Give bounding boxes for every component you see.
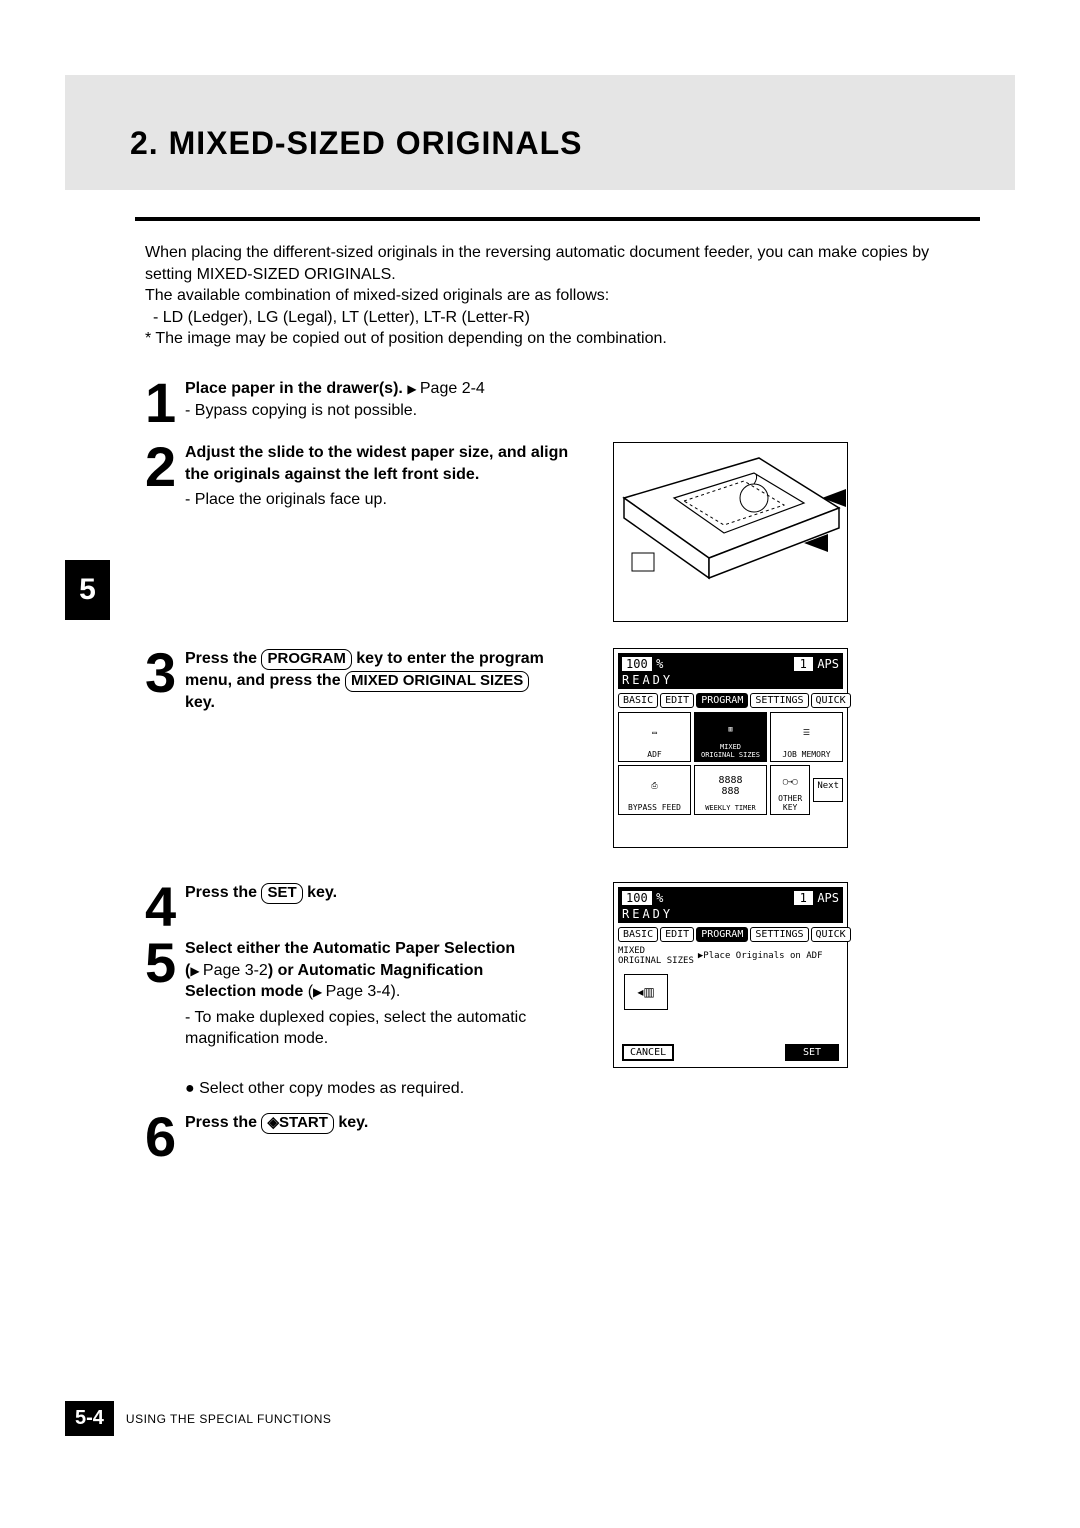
lcd-cell-bypass: ⎙BYPASS FEED xyxy=(618,765,691,815)
lcd-zoom: 100 xyxy=(622,891,652,905)
lcd-set-button: SET xyxy=(785,1044,839,1061)
step-text: key to enter the program xyxy=(352,650,544,667)
lcd-count: 1 xyxy=(794,657,813,671)
step-4: 4 Press the SET key. xyxy=(145,882,605,904)
section-tab: 5 xyxy=(65,560,110,620)
step-text: ( xyxy=(303,983,313,1000)
start-key: ◈START xyxy=(261,1113,333,1134)
page-ref: Page 2-4 xyxy=(407,380,485,397)
intro-line: - LD (Ledger), LG (Legal), LT (Letter), … xyxy=(153,307,975,329)
step-1: 1 Place paper in the drawer(s). Page 2-4… xyxy=(145,378,745,421)
footer-caption: USING THE SPECIAL FUNCTIONS xyxy=(126,1412,332,1426)
step-text: Press the xyxy=(185,1114,261,1131)
lcd-ready: READY xyxy=(622,673,839,687)
intro-line: When placing the different-sized origina… xyxy=(145,242,975,285)
lcd-tab-program: PROGRAM xyxy=(696,927,748,942)
step-text: Press the xyxy=(185,884,261,901)
lcd-mixed-icon: ◂▥ xyxy=(624,974,668,1010)
intro-line: The available combination of mixed-sized… xyxy=(145,285,975,307)
lcd-tab-settings: SETTINGS xyxy=(750,693,808,708)
adf-svg xyxy=(614,443,849,623)
step-bold-text: Selection mode xyxy=(185,983,303,1000)
lcd-mixed-label: MIXED ORIGINAL SIZES xyxy=(618,946,694,966)
lcd-tabs: BASIC EDIT PROGRAM SETTINGS QUICK xyxy=(618,693,843,708)
set-key: SET xyxy=(261,883,302,904)
step-number: 1 xyxy=(145,378,176,428)
step-text: menu, and press the xyxy=(185,672,345,689)
step-text: key. xyxy=(334,1114,368,1131)
step-number: 4 xyxy=(145,882,176,932)
step-note: - Place the originals face up. xyxy=(185,489,605,511)
lcd-tab-quick: QUICK xyxy=(811,927,851,942)
lcd-tab-program: PROGRAM xyxy=(696,693,748,708)
step-text: ). xyxy=(391,983,401,1000)
page-title: 2. MIXED-SIZED ORIGINALS xyxy=(130,125,1015,162)
lcd-tab-quick: QUICK xyxy=(811,693,851,708)
lcd-tab-basic: BASIC xyxy=(618,693,658,708)
lcd-next-button: Next xyxy=(813,778,843,802)
intro-note: * The image may be copied out of positio… xyxy=(145,328,975,350)
footer-page-number: 5-4 xyxy=(65,1401,114,1436)
adf-diagram xyxy=(613,442,848,622)
lcd-cancel-button: CANCEL xyxy=(622,1044,674,1061)
program-key: PROGRAM xyxy=(261,649,351,670)
step-text: ) xyxy=(268,962,278,979)
lcd-tab-settings: SETTINGS xyxy=(750,927,808,942)
step-bold-text: or Automatic Magnification xyxy=(278,962,484,979)
lcd-panel-mixed: 100 % 1 APS READY BASIC EDIT PROGRAM SET… xyxy=(613,882,848,1068)
step-6: 6 Press the ◈START key. xyxy=(145,1112,605,1134)
lcd-msg: ▶Place Originals on ADF xyxy=(698,951,823,961)
lcd-tab-basic: BASIC xyxy=(618,927,658,942)
step-note: - Bypass copying is not possible. xyxy=(185,400,745,422)
lcd-cell-adf: ▭ADF xyxy=(618,712,691,762)
lcd-grid: ▭ADF ▥MIXED ORIGINAL SIZES ☰JOB MEMORY ⎙… xyxy=(618,712,843,815)
lcd-tabs: BASIC EDIT PROGRAM SETTINGS QUICK xyxy=(618,927,843,942)
lcd-aps: APS xyxy=(817,891,839,905)
lcd-count: 1 xyxy=(794,891,813,905)
lcd-tab-edit: EDIT xyxy=(660,927,694,942)
step-note: - To make duplexed copies, select the au… xyxy=(185,1007,605,1050)
step-2: 2 Adjust the slide to the widest paper s… xyxy=(145,442,605,511)
step-number: 5 xyxy=(145,938,176,988)
lcd-cell-weekly: 8888888WEEKLY TIMER xyxy=(694,765,767,815)
step-text: Press the xyxy=(185,650,261,667)
lcd-pct: % xyxy=(656,891,663,905)
step-bold-text: Select either the Automatic Paper Select… xyxy=(185,938,605,960)
lcd-zoom: 100 xyxy=(622,657,652,671)
lcd-pct: % xyxy=(656,657,663,671)
lcd-ready: READY xyxy=(622,907,839,921)
lcd-cell-jobmem: ☰JOB MEMORY xyxy=(770,712,843,762)
page-footer: 5-4 USING THE SPECIAL FUNCTIONS xyxy=(65,1401,331,1436)
step-bold-text: Place paper in the drawer(s). xyxy=(185,380,403,397)
step-3: 3 Press the PROGRAM key to enter the pro… xyxy=(145,648,605,714)
step-bold-text: Adjust the slide to the widest paper siz… xyxy=(185,442,605,464)
step-number: 6 xyxy=(145,1112,176,1162)
intro-block: When placing the different-sized origina… xyxy=(145,242,975,350)
step-text: key. xyxy=(185,694,215,711)
step-5: 5 Select either the Automatic Paper Sele… xyxy=(145,938,605,1100)
lcd-cell-other: ▢→▢OTHER KEY xyxy=(770,765,810,815)
mixed-original-sizes-key: MIXED ORIGINAL SIZES xyxy=(345,671,529,692)
step-number: 3 xyxy=(145,648,176,698)
step-number: 2 xyxy=(145,442,176,492)
lcd-tab-edit: EDIT xyxy=(660,693,694,708)
step-text: key. xyxy=(303,884,337,901)
title-rule xyxy=(135,217,980,221)
step-bold-text: the originals against the left front sid… xyxy=(185,464,605,486)
page-ref: Page 3-2 xyxy=(190,962,268,979)
lcd-cell-mixed: ▥MIXED ORIGINAL SIZES xyxy=(694,712,767,762)
lcd-aps: APS xyxy=(817,657,839,671)
lcd-panel-program: 100 % 1 APS READY BASIC EDIT PROGRAM SET… xyxy=(613,648,848,848)
page-ref: Page 3-4 xyxy=(313,983,391,1000)
step-bullet: ● Select other copy modes as required. xyxy=(185,1078,605,1100)
